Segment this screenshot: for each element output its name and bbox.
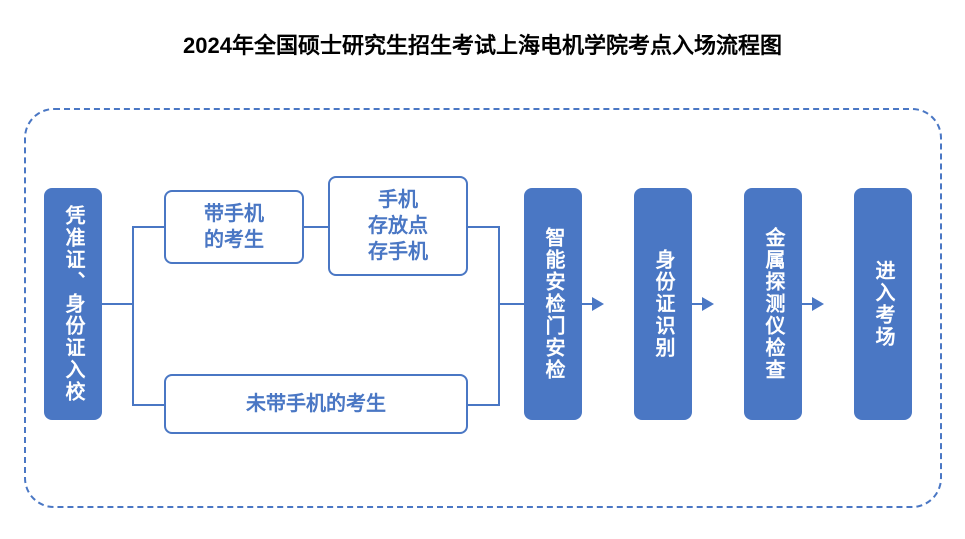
- connector: [468, 226, 498, 228]
- connector: [132, 226, 134, 404]
- flow-node-n2: 带手机 的考生: [164, 190, 304, 264]
- arrow-head-icon: [812, 297, 824, 311]
- node-label: 进入考场: [870, 260, 896, 348]
- flow-node-n8: 进入考场: [854, 188, 912, 420]
- node-label: 凭准证、身份证入校: [60, 205, 86, 403]
- connector: [304, 226, 328, 228]
- arrow-tail: [562, 303, 592, 305]
- node-label: 手机 存放点 存手机: [368, 187, 428, 265]
- flow-node-n4: 未带手机的考生: [164, 374, 468, 434]
- connector: [132, 404, 164, 406]
- connector: [102, 303, 132, 305]
- arrow-head-icon: [702, 297, 714, 311]
- page-title: 2024年全国硕士研究生招生考试上海电机学院考点入场流程图: [0, 0, 965, 60]
- node-label: 未带手机的考生: [246, 391, 386, 417]
- arrow-tail: [672, 303, 702, 305]
- connector: [468, 404, 498, 406]
- connector: [498, 303, 524, 305]
- flow-node-n3: 手机 存放点 存手机: [328, 176, 468, 276]
- flow-node-n1: 凭准证、身份证入校: [44, 188, 102, 420]
- connector: [498, 226, 500, 406]
- connector: [132, 226, 164, 228]
- flow-container: [24, 108, 942, 508]
- arrow-tail: [782, 303, 812, 305]
- node-label: 带手机 的考生: [204, 201, 264, 253]
- arrow-head-icon: [592, 297, 604, 311]
